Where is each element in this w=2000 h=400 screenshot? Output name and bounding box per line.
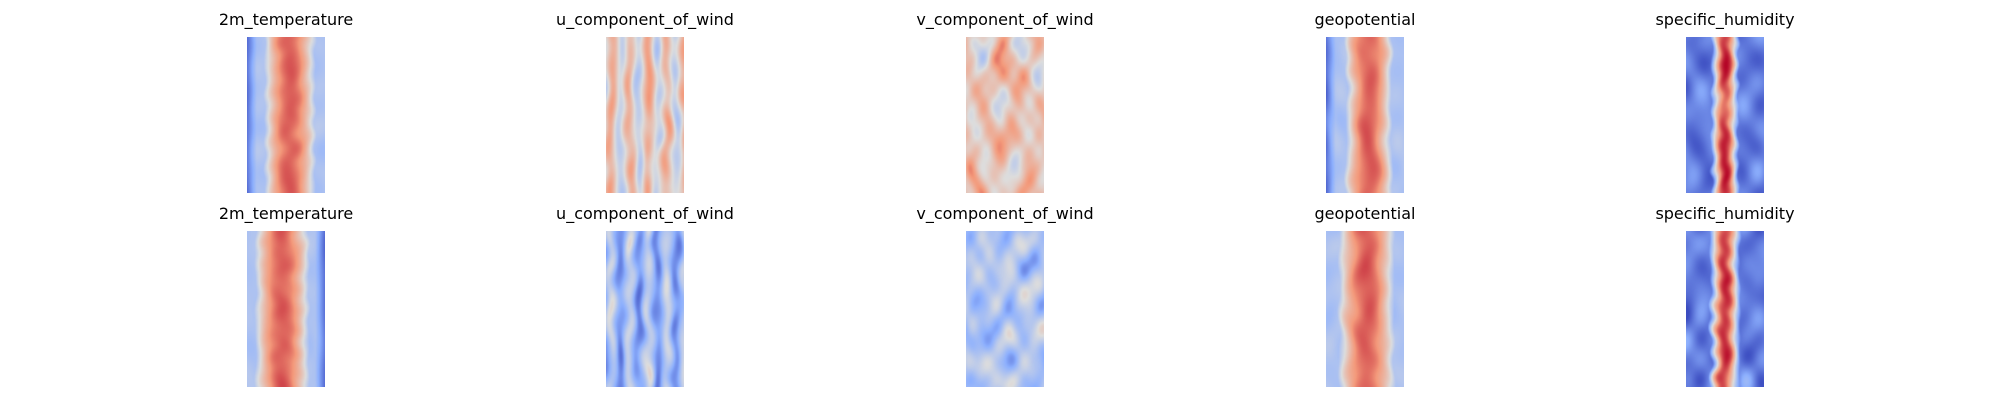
panel-title: specific_humidity: [1655, 10, 1795, 29]
panel-title: u_component_of_wind: [556, 10, 734, 29]
panel-specific-humidity-bottom: specific_humidity: [1655, 204, 1795, 387]
heatmap-v-component-of-wind: [966, 37, 1044, 193]
panel-title: specific_humidity: [1655, 204, 1795, 223]
panel-v-wind-bottom: v_component_of_wind: [916, 204, 1094, 387]
panel-title: v_component_of_wind: [916, 204, 1094, 223]
panel-title: u_component_of_wind: [556, 204, 734, 223]
heatmap-v-component-of-wind: [966, 231, 1044, 387]
heatmap-u-component-of-wind: [606, 37, 684, 193]
heatmap-2m-temperature: [247, 231, 325, 387]
panel-2m-temperature-bottom: 2m_temperature: [219, 204, 353, 387]
panel-geopotential-top: geopotential: [1315, 10, 1415, 193]
panel-geopotential-bottom: geopotential: [1315, 204, 1415, 387]
panel-title: 2m_temperature: [218, 204, 354, 223]
heatmap-u-component-of-wind: [606, 231, 684, 387]
panel-v-wind-top: v_component_of_wind: [916, 10, 1094, 193]
panel-specific-humidity-top: specific_humidity: [1655, 10, 1795, 193]
panel-u-wind-top: u_component_of_wind: [556, 10, 734, 193]
panel-2m-temperature-top: 2m_temperature: [219, 10, 353, 193]
panel-title: geopotential: [1314, 204, 1416, 223]
heatmap-2m-temperature: [247, 37, 325, 193]
heatmap-geopotential: [1326, 231, 1404, 387]
panel-u-wind-bottom: u_component_of_wind: [556, 204, 734, 387]
panel-title: geopotential: [1314, 10, 1416, 29]
heatmap-specific-humidity: [1686, 231, 1764, 387]
heatmap-specific-humidity: [1686, 37, 1764, 193]
panel-title: 2m_temperature: [218, 10, 354, 29]
panel-title: v_component_of_wind: [916, 10, 1094, 29]
heatmap-geopotential: [1326, 37, 1404, 193]
